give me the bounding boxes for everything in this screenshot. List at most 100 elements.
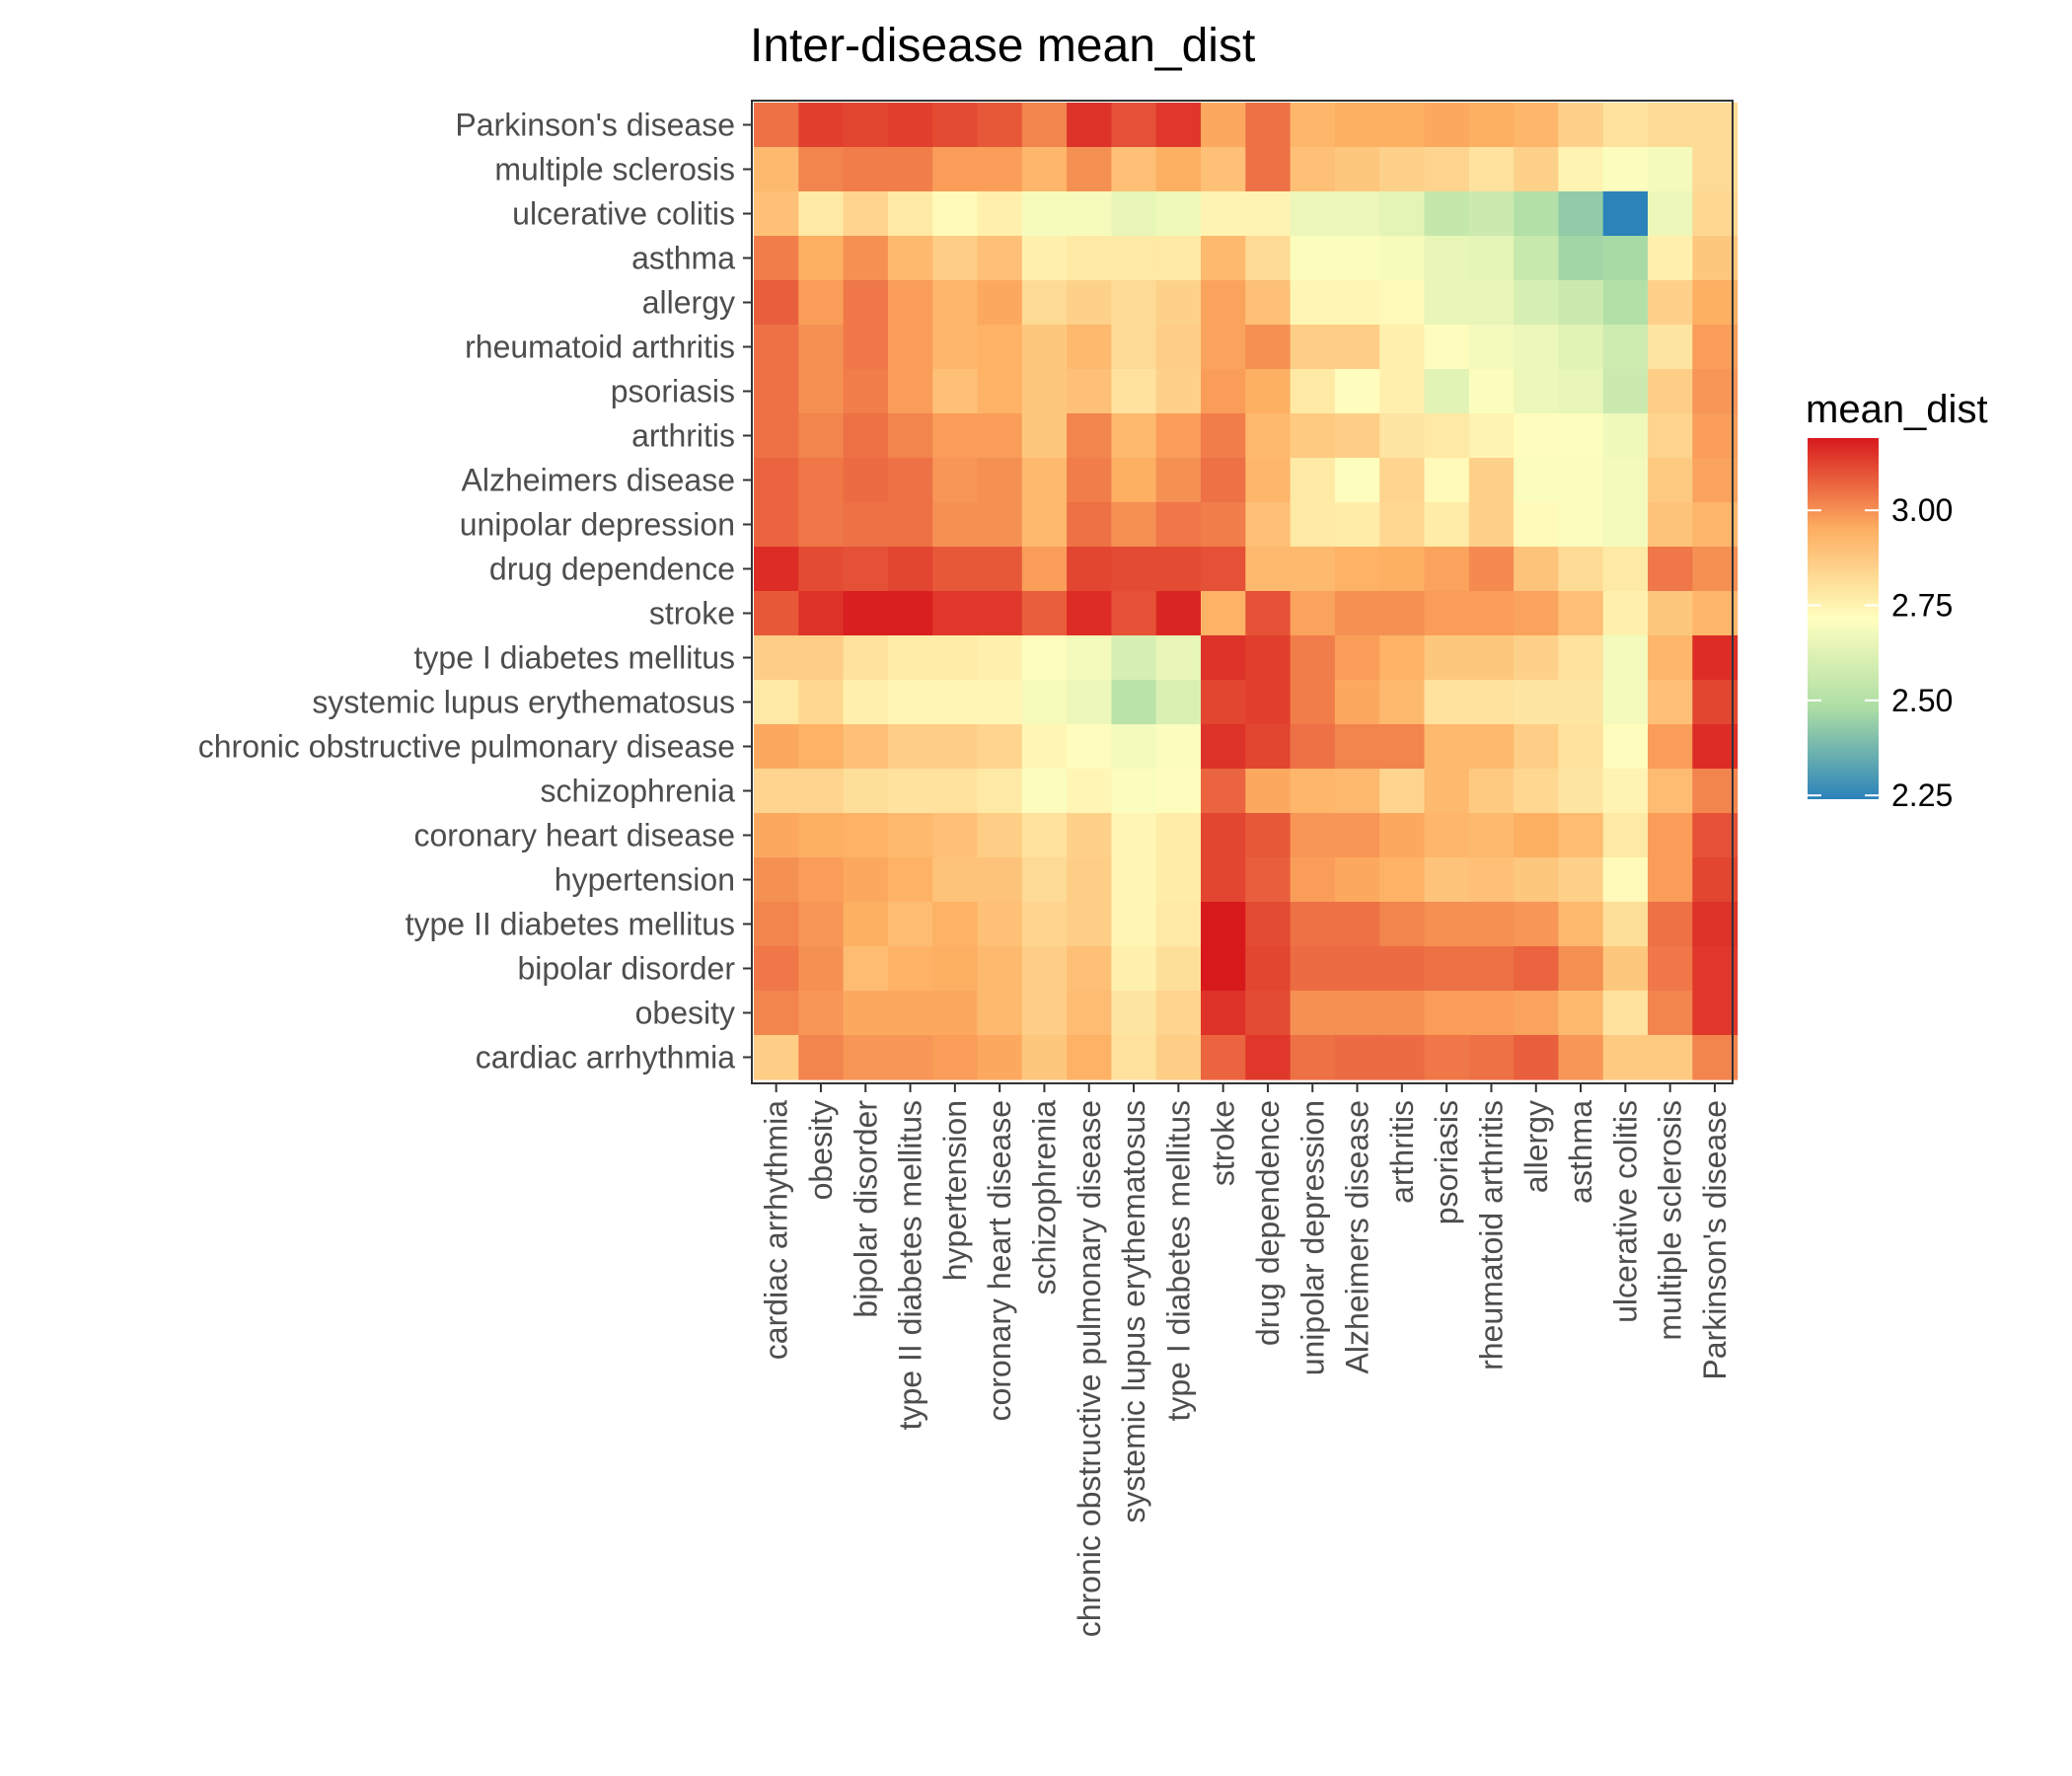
heatmap-cell	[1424, 813, 1470, 858]
heatmap-cell	[1468, 769, 1515, 814]
heatmap-cell	[1155, 724, 1202, 770]
heatmap-cell	[1111, 547, 1157, 592]
x-tick-label: stroke	[1206, 1100, 1241, 1186]
heatmap-cell	[1692, 147, 1739, 192]
heatmap-cell	[887, 591, 933, 636]
heatmap-cell	[843, 591, 889, 636]
heatmap-cell	[1067, 680, 1112, 725]
heatmap-cell	[977, 369, 1023, 414]
heatmap-cell	[977, 413, 1023, 459]
heatmap-cell	[1692, 591, 1739, 636]
heatmap-cell	[932, 1035, 979, 1080]
heatmap-cell	[1021, 547, 1068, 592]
heatmap-cell	[1692, 902, 1739, 947]
heatmap-cell	[1648, 502, 1693, 548]
legend-colorbar	[1808, 438, 1879, 799]
heatmap-cell	[1602, 769, 1649, 814]
heatmap-cell	[977, 1035, 1023, 1080]
heatmap-cell	[1558, 280, 1604, 326]
x-tick-label: ulcerative colitis	[1607, 1100, 1643, 1323]
heatmap-cell	[1379, 724, 1426, 770]
heatmap-cell	[1334, 635, 1380, 681]
y-tick-label: asthma	[631, 241, 735, 276]
heatmap-cell	[843, 813, 889, 858]
heatmap-cell	[1334, 191, 1380, 237]
heatmap-cell	[1514, 1035, 1559, 1080]
heatmap-cell	[932, 724, 979, 770]
heatmap-cell	[1558, 680, 1604, 725]
heatmap-cell	[754, 946, 799, 992]
heatmap-cell	[1514, 991, 1559, 1036]
heatmap-cell	[1514, 724, 1559, 770]
heatmap-cell	[1648, 325, 1693, 370]
heatmap-cell	[1201, 103, 1246, 148]
heatmap-cell	[843, 147, 889, 192]
heatmap-cell	[1021, 591, 1068, 636]
x-tick-label: schizophrenia	[1026, 1100, 1062, 1295]
heatmap-cell	[1021, 946, 1068, 992]
heatmap-cell	[1468, 325, 1515, 370]
heatmap-cell	[977, 680, 1023, 725]
heatmap-cell	[798, 724, 845, 770]
y-tick-label: arthritis	[631, 418, 735, 454]
heatmap-cell	[1379, 1035, 1426, 1080]
heatmap-cell	[1290, 1035, 1336, 1080]
heatmap-cell	[977, 857, 1023, 903]
heatmap-cell	[1468, 413, 1515, 459]
y-tick-label: chronic obstructive pulmonary disease	[198, 729, 735, 765]
heatmap-cell	[1602, 1035, 1649, 1080]
heatmap-cell	[1021, 103, 1068, 148]
heatmap-cell	[1155, 103, 1202, 148]
heatmap-cell	[1379, 369, 1426, 414]
heatmap-cell	[1558, 236, 1604, 281]
x-tick-label: allergy	[1518, 1100, 1554, 1193]
x-tick-label: psoriasis	[1429, 1100, 1464, 1224]
heatmap-cell	[1468, 857, 1515, 903]
heatmap-cell	[1245, 280, 1292, 326]
heatmap-cell	[1602, 369, 1649, 414]
heatmap-cell	[798, 857, 845, 903]
heatmap-cell	[1201, 547, 1246, 592]
heatmap-cell	[1201, 502, 1246, 548]
heatmap-cell	[843, 724, 889, 770]
heatmap-cell	[887, 635, 933, 681]
heatmap-cell	[932, 325, 979, 370]
heatmap-cell	[1692, 680, 1739, 725]
y-tick-label: ulcerative colitis	[512, 196, 735, 232]
heatmap-cell	[1201, 280, 1246, 326]
heatmap-cell	[1021, 991, 1068, 1036]
heatmap-cell	[1379, 591, 1426, 636]
heatmap-cell	[1468, 1035, 1515, 1080]
heatmap-cell	[1648, 236, 1693, 281]
heatmap-cell	[932, 413, 979, 459]
heatmap-cell	[754, 103, 799, 148]
heatmap-cell	[1558, 103, 1604, 148]
heatmap-cell	[1290, 103, 1336, 148]
heatmap-cell	[977, 103, 1023, 148]
heatmap-cell	[1468, 724, 1515, 770]
x-tick-label: systemic lupus erythematosus	[1116, 1100, 1151, 1523]
legend: mean_dist 3.00 2.75 2.50 2.25	[1806, 388, 1988, 813]
heatmap-cell	[1379, 191, 1426, 237]
heatmap-cell	[1201, 635, 1246, 681]
heatmap-cell	[754, 724, 799, 770]
heatmap-cell	[1201, 458, 1246, 503]
heatmap-cell	[1514, 280, 1559, 326]
heatmap-cell	[1155, 591, 1202, 636]
heatmap-cell	[843, 191, 889, 237]
x-tick-label: Parkinson's disease	[1697, 1100, 1733, 1380]
heatmap-cell	[887, 680, 933, 725]
heatmap-cell	[1201, 946, 1246, 992]
heatmap-cell	[1245, 769, 1292, 814]
heatmap-cell	[932, 236, 979, 281]
heatmap-cell	[1201, 591, 1246, 636]
heatmap-cell	[798, 103, 845, 148]
heatmap-cell	[754, 680, 799, 725]
heatmap-cells	[754, 103, 1739, 1080]
heatmap-cell	[1424, 191, 1470, 237]
heatmap-cell	[1290, 680, 1336, 725]
heatmap-cell	[1558, 369, 1604, 414]
heatmap-cell	[1021, 325, 1068, 370]
heatmap-cell	[1067, 147, 1112, 192]
x-tick-label: bipolar disorder	[848, 1100, 883, 1318]
